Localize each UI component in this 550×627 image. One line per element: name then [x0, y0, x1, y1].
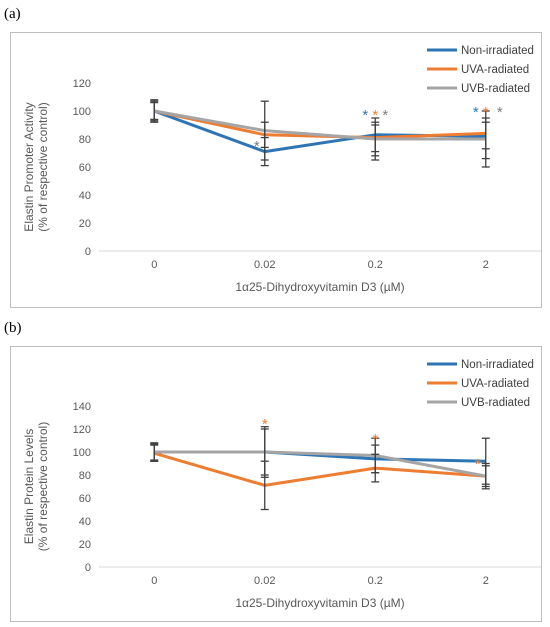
legend-label: UVA-radiated [461, 378, 529, 390]
y-tick-label: 80 [79, 134, 91, 146]
panel-a-label: (a) [4, 6, 21, 22]
chart-b-svg: 0 20 40 60 80 100 120 140 0 0.02 0.2 2 1α25-Dihydrox… [22, 359, 541, 610]
y-tick-label: 100 [73, 447, 91, 459]
y-axis-title: (% of respective control) [36, 422, 50, 551]
y-tick-label: 20 [79, 218, 91, 230]
x-tick-label: 0 [151, 575, 157, 587]
significance-asterisk: * [372, 431, 378, 448]
x-tick-label: 0.02 [254, 259, 275, 271]
legend-label: UVA-radiated [461, 64, 529, 76]
y-tick-label: 40 [79, 190, 91, 202]
significance-asterisk: * [497, 104, 503, 121]
y-tick-label: 20 [79, 539, 91, 551]
chart-panel-a: 0 20 40 60 80 100 120 0 0.02 0.2 2 1α25-Dihydroxyvi… [10, 32, 542, 308]
x-tick-label: 0.2 [368, 259, 383, 271]
significance-asterisk: * [372, 107, 378, 124]
x-tick-label: 0 [151, 259, 157, 271]
chart-panel-b: 0 20 40 60 80 100 120 140 0 0.02 0.2 2 1α25-Dihydrox… [10, 346, 542, 622]
y-tick-label: 0 [85, 562, 91, 574]
series-line [153, 109, 486, 154]
legend-label: UVB-radiated [461, 83, 530, 95]
series-line [153, 451, 486, 487]
y-tick-label: 80 [79, 470, 91, 482]
y-tick-label: 60 [79, 493, 91, 505]
x-axis-title: 1α25-Dihydroxyvitamin D3 (µM) [235, 596, 404, 610]
panel-b-label: (b) [4, 320, 22, 336]
y-tick-label: 140 [73, 401, 91, 413]
significance-asterisk: * [483, 104, 489, 121]
x-tick-label: 2 [483, 575, 489, 587]
y-axis-title: Elastin Protein Levels [22, 429, 36, 544]
y-tick-label: 120 [73, 424, 91, 436]
x-axis-title: 1α25-Dihydroxyvitamin D3 (µM) [235, 280, 404, 294]
significance-asterisk: * [382, 107, 388, 124]
y-tick-label: 0 [85, 246, 91, 258]
y-tick-label: 120 [73, 78, 91, 90]
series-line [153, 109, 486, 141]
x-tick-label: 0.02 [254, 575, 275, 587]
y-axis-title: (% of respective control) [36, 102, 50, 231]
significance-asterisk: * [473, 104, 479, 121]
significance-asterisk: * [254, 138, 260, 155]
y-axis-title: Elastin Promoter Activity [22, 102, 36, 231]
series-line [154, 450, 487, 478]
legend-label: Non-irradiated [461, 359, 534, 371]
significance-asterisk: * [362, 107, 368, 124]
legend-label: UVB-radiated [461, 397, 530, 409]
y-tick-label: 40 [79, 516, 91, 528]
significance-asterisk: * [262, 416, 268, 433]
y-tick-label: 100 [73, 106, 91, 118]
x-tick-label: 0.2 [368, 575, 383, 587]
chart-a-svg: 0 20 40 60 80 100 120 0 0.02 0.2 2 1α25-Dihydroxyvi… [22, 45, 541, 294]
y-tick-label: 60 [79, 162, 91, 174]
x-tick-label: 2 [483, 259, 489, 271]
legend-label: Non-irradiated [461, 45, 534, 57]
significance-asterisk: * [475, 456, 481, 473]
